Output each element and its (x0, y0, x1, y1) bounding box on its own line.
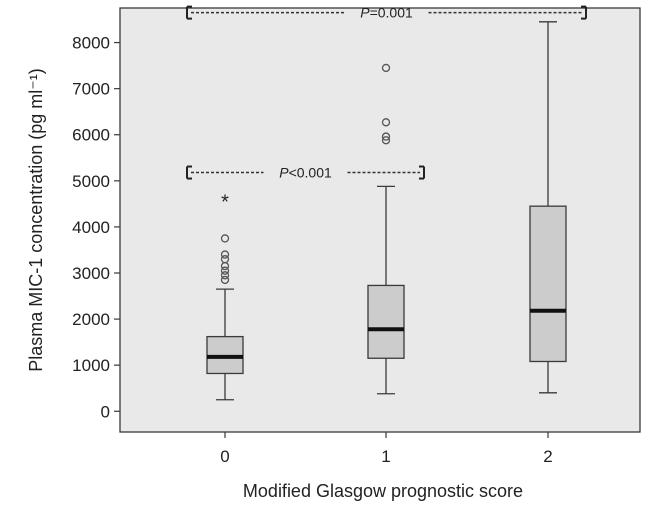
box-group (367, 63, 405, 395)
boxes: * (206, 21, 567, 401)
outlier-point (381, 63, 391, 73)
outlier-point (381, 136, 391, 145)
outlier-point (381, 132, 391, 141)
p-value-label: P<0.001 (279, 165, 332, 181)
outlier-point (220, 271, 230, 280)
x-axis: 0 1 2 (220, 432, 553, 466)
x-axis-title: Modified Glasgow prognostic score (243, 481, 523, 501)
p-value-label: P=0.001 (360, 5, 413, 21)
box-group: * (206, 191, 244, 401)
y-axis: 0 1000 2000 3000 4000 5000 6000 7000 8000 (72, 34, 120, 421)
x-tick-label: 1 (381, 447, 390, 466)
outlier-point (220, 234, 230, 243)
outlier-point (220, 266, 230, 275)
box-body (529, 205, 567, 363)
y-tick-label: 2000 (72, 310, 110, 329)
box-group (529, 21, 567, 394)
y-tick-label: 1000 (72, 356, 110, 375)
x-tick-label: 0 (220, 447, 229, 466)
y-tick-label: 4000 (72, 218, 110, 237)
significance-annotations: P=0.001 P<0.001 (186, 5, 587, 181)
significance-bracket: P=0.001 (186, 5, 587, 21)
box-body (367, 284, 405, 359)
y-tick-label: 6000 (72, 126, 110, 145)
significance-bracket: P<0.001 (186, 165, 425, 181)
y-tick-label: 7000 (72, 80, 110, 99)
y-tick-label: 3000 (72, 264, 110, 283)
outlier-point (381, 118, 391, 127)
x-tick-label: 2 (543, 447, 552, 466)
y-tick-label: 5000 (72, 172, 110, 191)
y-tick-label: 0 (101, 402, 110, 421)
outlier-point (220, 275, 230, 285)
extreme-point: * (221, 191, 229, 213)
outlier-point (220, 255, 230, 264)
y-tick-label: 8000 (72, 34, 110, 53)
y-axis-title: Plasma MIC-1 concentration (pg ml⁻¹) (26, 68, 46, 372)
outlier-point (220, 250, 230, 259)
